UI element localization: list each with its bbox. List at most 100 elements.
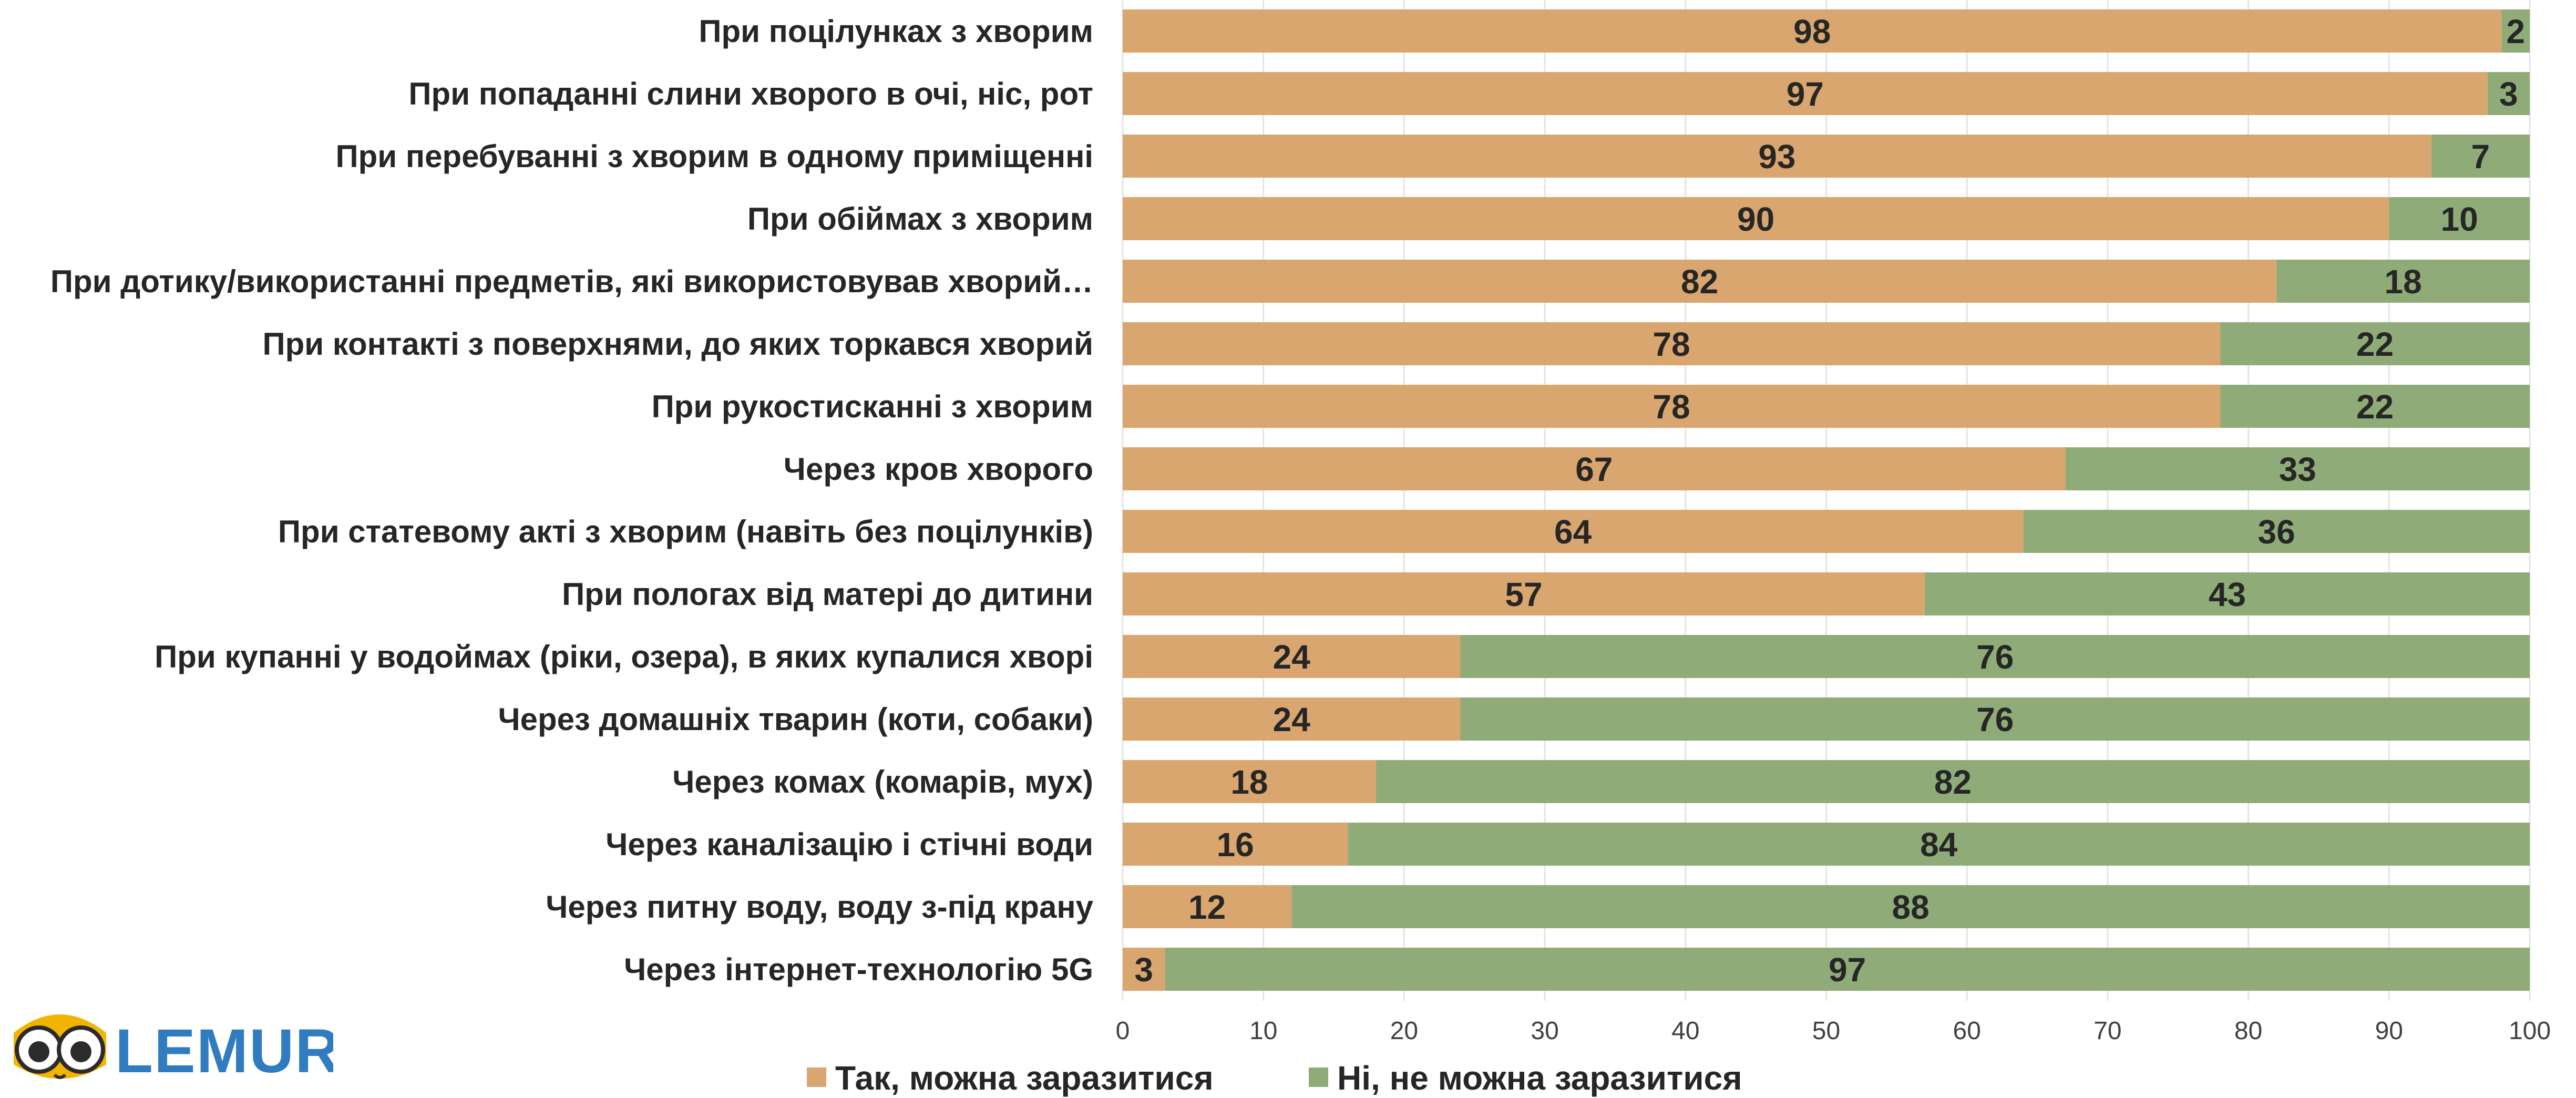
bar-segment — [2220, 385, 2530, 428]
bar-segment — [1123, 72, 2488, 115]
bar-segment — [1123, 948, 1165, 991]
bar-segment — [1123, 197, 2389, 240]
data-label: 10 — [2441, 200, 2478, 238]
bar-segment — [1460, 697, 2530, 741]
bar-segment — [2487, 72, 2530, 115]
category-label: При попаданні слини хворого в очі, ніс, … — [408, 76, 1093, 111]
x-tick-label: 50 — [1812, 1017, 1840, 1045]
category-label: Через комах (комарів, мух) — [672, 764, 1093, 799]
category-label: При пологах від матері до дитини — [562, 577, 1093, 612]
data-label: 82 — [1934, 763, 1972, 801]
x-tick-label: 70 — [2093, 1017, 2121, 1045]
category-label: При поцілунках з хворим — [699, 14, 1093, 49]
bar-segment — [1460, 635, 2530, 678]
logo-text: LEMUR — [115, 1017, 333, 1086]
category-label: При обіймах з хворим — [747, 201, 1093, 237]
bars — [1123, 9, 2530, 991]
data-label: 2 — [2506, 13, 2525, 50]
x-axis-ticks: 0 10 20 30 40 50 60 70 80 90 100 — [1116, 1017, 2551, 1045]
data-label: 22 — [2356, 388, 2394, 426]
data-label: 24 — [1273, 638, 1311, 676]
data-label: 90 — [1737, 200, 1774, 238]
category-label: При дотику/використанні предметів, які в… — [50, 264, 1093, 299]
data-labels: 98 2 97 3 93 7 90 10 82 18 78 22 78 22 67 33 64 36 57 43 24 7… — [1134, 13, 2525, 989]
data-label: 98 — [1793, 13, 1831, 50]
bar-segment — [1376, 760, 2530, 803]
bar-segment — [1123, 823, 1348, 866]
legend-swatch — [807, 1068, 826, 1087]
bar-segment — [2389, 197, 2530, 240]
data-label: 97 — [1829, 951, 1866, 989]
category-labels: При поцілунках з хворим При попаданні сли… — [50, 14, 1094, 987]
bar-segment — [1123, 697, 1461, 741]
data-label: 16 — [1217, 826, 1254, 864]
data-label: 18 — [1230, 763, 1268, 801]
bar-segment — [2276, 260, 2530, 303]
data-label: 76 — [1976, 638, 2014, 676]
category-label: При купанні у водоймах (ріки, озера), в … — [155, 639, 1093, 674]
data-label: 97 — [1787, 75, 1824, 113]
category-label: Через домашніх тварин (коти, собаки) — [498, 702, 1093, 737]
bar-segment — [2501, 9, 2530, 53]
bar-segment — [1348, 823, 2530, 866]
data-label: 12 — [1188, 888, 1226, 926]
x-tick-label: 20 — [1390, 1017, 1418, 1045]
data-label: 7 — [2471, 138, 2490, 176]
category-label: При контакті з поверхнями, до яких торка… — [262, 326, 1093, 362]
data-label: 3 — [2499, 75, 2518, 113]
data-label: 82 — [1681, 263, 1718, 301]
data-label: 78 — [1653, 388, 1690, 426]
legend-swatch — [1309, 1068, 1328, 1087]
data-label: 24 — [1273, 701, 1311, 738]
bar-segment — [1123, 510, 2024, 553]
data-label: 36 — [2258, 513, 2295, 551]
data-label: 88 — [1892, 888, 1930, 926]
legend: Так, можна заразитися Ні, не можна зарази… — [807, 1059, 1742, 1097]
data-label: 64 — [1554, 513, 1592, 551]
bar-segment — [1123, 760, 1376, 803]
x-tick-label: 0 — [1116, 1017, 1130, 1045]
category-label: Через інтернет-технологію 5G — [624, 952, 1093, 987]
category-label: Через кров хворого — [784, 451, 1093, 487]
data-label: 43 — [2209, 576, 2246, 613]
data-label: 78 — [1653, 325, 1690, 363]
x-tick-label: 60 — [1953, 1017, 1981, 1045]
data-label: 33 — [2279, 450, 2316, 488]
legend-label: Ні, не можна заразитися — [1337, 1059, 1742, 1097]
bar-segment — [1924, 572, 2530, 615]
bar-segment — [1291, 885, 2530, 928]
data-label: 22 — [2356, 325, 2394, 363]
bar-segment — [2065, 447, 2530, 490]
bar-segment — [1123, 322, 2221, 365]
bar-segment — [1165, 948, 2530, 991]
bar-segment — [1123, 885, 1292, 928]
category-label: Через питну воду, воду з-під крану — [546, 889, 1093, 925]
bar-segment — [2023, 510, 2530, 553]
bar-segment — [1123, 385, 2221, 428]
x-tick-label: 30 — [1531, 1017, 1558, 1045]
bar-segment — [2431, 135, 2530, 178]
category-label: Через каналізацію і стічні води — [605, 827, 1093, 862]
data-label: 3 — [1134, 951, 1153, 989]
data-label: 76 — [1976, 701, 2014, 738]
x-tick-label: 80 — [2234, 1017, 2262, 1045]
legend-label: Так, можна заразитися — [835, 1059, 1214, 1097]
bar-segment — [1123, 260, 2277, 303]
bar-segment — [2220, 322, 2530, 365]
data-label: 57 — [1505, 576, 1542, 613]
data-label: 93 — [1758, 138, 1795, 176]
bar-segment — [1123, 572, 1925, 615]
x-tick-label: 90 — [2375, 1017, 2403, 1045]
bar-segment — [1123, 9, 2502, 53]
category-label: При статевому акті з хворим (навіть без … — [278, 514, 1093, 549]
x-tick-label: 100 — [2509, 1017, 2551, 1045]
data-label: 84 — [1920, 826, 1958, 864]
category-label: При рукостисканні з хворим — [652, 389, 1093, 424]
category-label: При перебуванні з хворим в одному приміщ… — [336, 139, 1094, 174]
lemur-logo: LEMUR — [14, 1014, 333, 1086]
x-tick-label: 40 — [1671, 1017, 1699, 1045]
data-label: 18 — [2384, 263, 2421, 301]
lemur-mascot-icon — [14, 1014, 106, 1079]
bar-segment — [1123, 447, 2066, 490]
